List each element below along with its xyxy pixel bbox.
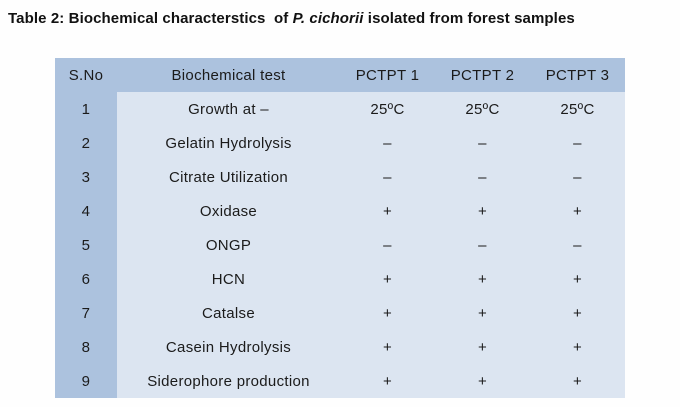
value-cell: – bbox=[530, 126, 625, 160]
value-cell: + bbox=[435, 296, 530, 330]
value-cell: – bbox=[340, 160, 435, 194]
sno-cell: 9 bbox=[55, 364, 117, 398]
value-cell: – bbox=[435, 126, 530, 160]
value-cell: 25ºC bbox=[340, 92, 435, 126]
value-cell: + bbox=[340, 262, 435, 296]
value-cell: – bbox=[340, 126, 435, 160]
value-cell: + bbox=[340, 330, 435, 364]
value-cell: – bbox=[435, 228, 530, 262]
sno-cell: 4 bbox=[55, 194, 117, 228]
value-cell: – bbox=[530, 160, 625, 194]
test-cell: Siderophore production bbox=[117, 364, 340, 398]
value-cell: + bbox=[530, 330, 625, 364]
header-pctpt-1: PCTPT 1 bbox=[340, 58, 435, 92]
sno-cell: 8 bbox=[55, 330, 117, 364]
test-cell: Catalse bbox=[117, 296, 340, 330]
header-sno: S.No bbox=[55, 58, 117, 92]
test-cell: HCN bbox=[117, 262, 340, 296]
caption-prefix: Table 2: Biochemical characterstics of bbox=[8, 10, 293, 27]
sno-cell: 2 bbox=[55, 126, 117, 160]
value-cell: + bbox=[530, 296, 625, 330]
test-cell: Casein Hydrolysis bbox=[117, 330, 340, 364]
sno-cell: 3 bbox=[55, 160, 117, 194]
sno-cell: 6 bbox=[55, 262, 117, 296]
value-cell: + bbox=[340, 364, 435, 398]
sno-cell: 5 bbox=[55, 228, 117, 262]
caption-species-name: P. cichorii bbox=[292, 10, 364, 27]
value-cell: – bbox=[435, 160, 530, 194]
value-cell: + bbox=[435, 194, 530, 228]
test-cell: Oxidase bbox=[117, 194, 340, 228]
sno-cell: 1 bbox=[55, 92, 117, 126]
value-cell: + bbox=[435, 262, 530, 296]
table-caption: Table 2: Biochemical characterstics of P… bbox=[8, 10, 672, 27]
header-pctpt-3: PCTPT 3 bbox=[530, 58, 625, 92]
value-cell: + bbox=[435, 330, 530, 364]
test-cell: ONGP bbox=[117, 228, 340, 262]
sno-cell: 7 bbox=[55, 296, 117, 330]
header-pctpt-2: PCTPT 2 bbox=[435, 58, 530, 92]
biochemical-table: S.No Biochemical test PCTPT 1 PCTPT 2 PC… bbox=[55, 58, 625, 398]
caption-suffix: isolated from forest samples bbox=[363, 10, 575, 27]
value-cell: + bbox=[340, 194, 435, 228]
value-cell: – bbox=[340, 228, 435, 262]
test-cell: Gelatin Hydrolysis bbox=[117, 126, 340, 160]
value-cell: + bbox=[435, 364, 530, 398]
value-cell: 25ºC bbox=[435, 92, 530, 126]
value-cell: + bbox=[530, 364, 625, 398]
value-cell: – bbox=[530, 228, 625, 262]
value-cell: + bbox=[530, 194, 625, 228]
value-cell: 25ºC bbox=[530, 92, 625, 126]
value-cell: + bbox=[530, 262, 625, 296]
test-cell: Growth at – bbox=[117, 92, 340, 126]
test-cell: Citrate Utilization bbox=[117, 160, 340, 194]
value-cell: + bbox=[340, 296, 435, 330]
header-test: Biochemical test bbox=[117, 58, 340, 92]
